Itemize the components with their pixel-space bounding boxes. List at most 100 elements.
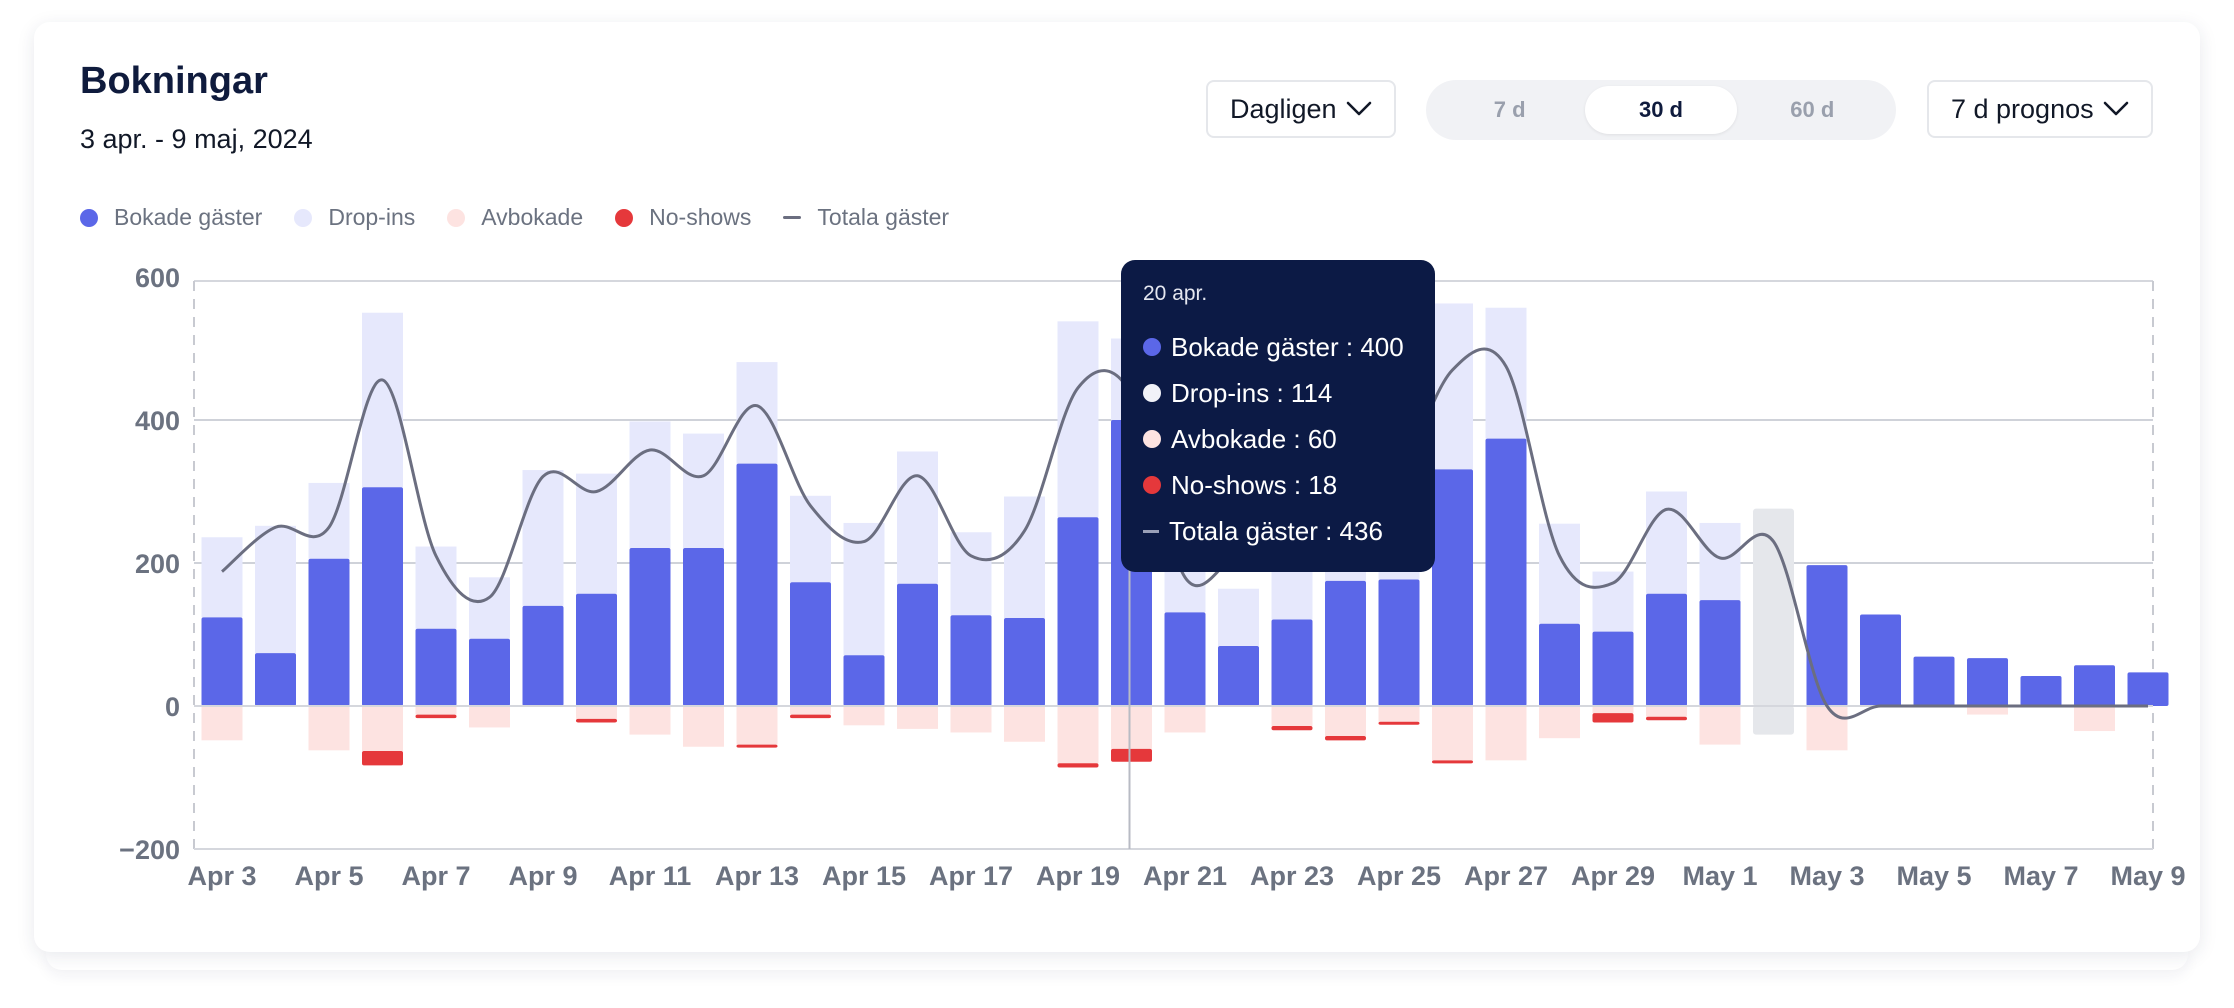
bar-cancelled: [1164, 706, 1206, 733]
legend-label-booked: Bokade gäster: [114, 204, 263, 230]
interval-dropdown-label: Dagligen: [1230, 93, 1337, 124]
tooltip-row-dropins: Drop-ins : 114: [1143, 370, 1413, 416]
forecast-bar: [1753, 508, 1794, 706]
bar-cancelled: [2074, 706, 2115, 732]
bar-booked: [1806, 565, 1848, 706]
tooltip-marker-cancelled: [1143, 430, 1161, 448]
bar-dropins: [201, 537, 243, 618]
chevron-down-icon: [1346, 101, 1372, 116]
bar-booked: [1967, 658, 2008, 706]
bar-cancelled: [736, 706, 778, 745]
bar-dropins: [576, 473, 617, 594]
x-tick-label: Apr 17: [929, 861, 1013, 891]
forecast-dropdown[interactable]: 7 d prognos: [1927, 80, 2153, 138]
bar-booked: [362, 487, 403, 706]
bar-booked: [1432, 469, 1473, 706]
tooltip-date: 20 apr.: [1143, 282, 1208, 305]
bar-cancelled: [1646, 706, 1687, 717]
range-7d-tab[interactable]: 7 d: [1493, 97, 1526, 122]
bar-dropins: [1539, 523, 1580, 624]
x-tick-label: Apr 25: [1357, 861, 1441, 891]
bar-cancelled: [1111, 706, 1152, 749]
bar-dropins: [1004, 496, 1045, 619]
bar-booked: [1913, 656, 1955, 706]
bar-dropins: [1699, 522, 1741, 601]
x-tick-label: Apr 19: [1036, 861, 1120, 891]
legend-label-noshows: No-shows: [649, 204, 752, 230]
bar-cancelled: [950, 706, 992, 733]
bar-cancelled: [362, 706, 403, 752]
legend-item-cancelled[interactable]: Avbokade: [447, 204, 583, 231]
legend-marker-total: [783, 216, 802, 219]
legend-label-dropins: Drop-ins: [328, 204, 416, 230]
bar-booked: [1325, 580, 1366, 706]
bar-noshows: [1271, 726, 1313, 731]
x-tick-label: Apr 21: [1143, 861, 1227, 891]
interval-dropdown[interactable]: Dagligen: [1206, 80, 1396, 138]
bar-booked: [415, 628, 457, 706]
y-tick-label: 400: [135, 406, 180, 436]
bar-cancelled: [1485, 706, 1527, 761]
bar-booked: [522, 605, 564, 706]
bar-booked: [1646, 593, 1687, 706]
x-tick-label: Apr 3: [187, 861, 256, 891]
x-tick-label: Apr 13: [715, 861, 799, 891]
legend-item-booked[interactable]: Bokade gäster: [80, 204, 262, 231]
bar-booked: [1485, 438, 1527, 706]
bar-booked: [843, 655, 885, 706]
bar-cancelled: [1539, 706, 1580, 739]
tooltip-row-booked: Bokade gäster : 400: [1143, 324, 1413, 370]
bar-noshows: [790, 714, 831, 719]
tooltip-value-total: Totala gäster : 436: [1169, 515, 1383, 546]
legend-item-noshows[interactable]: No-shows: [615, 204, 751, 231]
bar-booked: [469, 638, 510, 706]
bar-cancelled: [1432, 706, 1473, 761]
bar-booked: [950, 615, 992, 706]
bar-noshows: [576, 718, 617, 723]
legend-item-dropins[interactable]: Drop-ins: [294, 204, 415, 231]
bar-cancelled: [1325, 706, 1366, 737]
bar-cancelled: [1378, 706, 1420, 722]
x-tick-label: Apr 15: [822, 861, 906, 891]
bar-booked: [2020, 675, 2062, 706]
chart-tooltip: 20 apr. Bokade gäster : 400 Drop-ins : 1…: [1121, 260, 1435, 572]
legend-item-total[interactable]: Totala gäster: [783, 204, 949, 231]
x-tick-label: Apr 5: [294, 861, 363, 891]
tooltip-value-booked: Bokade gäster : 400: [1171, 331, 1404, 362]
bar-cancelled: [1271, 706, 1313, 727]
bar-dropins: [683, 433, 724, 548]
bar-cancelled: [1699, 706, 1741, 745]
range-60d-tab[interactable]: 60 d: [1790, 97, 1835, 122]
bar-dropins: [1432, 303, 1473, 470]
tooltip-value-dropins: Drop-ins : 114: [1171, 377, 1333, 408]
y-tick-label: −200: [119, 835, 180, 865]
bar-booked: [790, 582, 831, 706]
bar-booked: [1592, 631, 1634, 706]
forecast-dropdown-label: 7 d prognos: [1951, 93, 2094, 124]
bar-booked: [1004, 618, 1045, 706]
tooltip-marker-total: [1143, 529, 1159, 533]
tooltip-marker-noshows: [1143, 476, 1161, 494]
bar-noshows: [1325, 736, 1366, 741]
bar-cancelled: [469, 706, 510, 728]
bar-dropins: [1218, 588, 1259, 646]
legend-label-cancelled: Avbokade: [481, 204, 584, 230]
bar-booked: [2074, 665, 2115, 706]
legend-marker-noshows: [615, 208, 634, 227]
chevron-down-icon: [2103, 101, 2129, 116]
bar-cancelled: [1967, 706, 2008, 715]
bar-cancelled: [790, 706, 831, 715]
bar-dropins: [1592, 571, 1634, 632]
bar-cancelled: [1806, 706, 1848, 751]
bar-dropins: [415, 546, 457, 629]
bar-noshows: [362, 751, 403, 766]
x-tick-label: Apr 29: [1571, 861, 1655, 891]
bar-noshows: [1111, 748, 1152, 762]
range-30d-tab[interactable]: 30 d: [1585, 86, 1737, 134]
bar-dropins: [629, 421, 671, 548]
bar-booked: [1218, 645, 1259, 706]
bar-dropins: [1485, 307, 1527, 439]
bar-dropins: [897, 451, 938, 584]
bar-dropins: [843, 522, 885, 656]
date-range-label: 3 apr. - 9 maj, 2024: [80, 124, 313, 154]
